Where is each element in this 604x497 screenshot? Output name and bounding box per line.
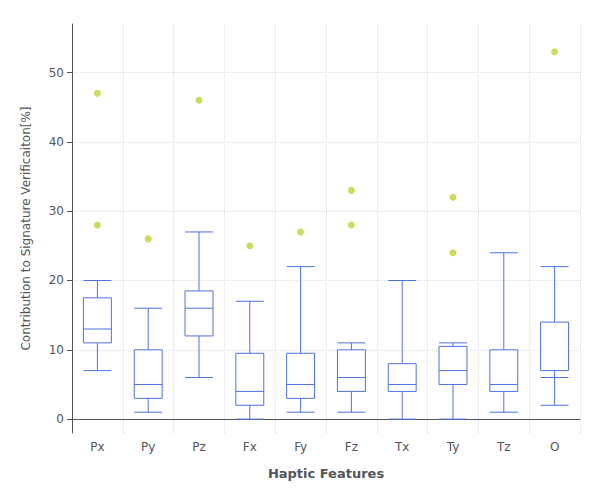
svg-text:Py: Py — [141, 440, 155, 454]
svg-text:30: 30 — [49, 204, 64, 218]
svg-text:10: 10 — [49, 343, 64, 357]
svg-text:Px: Px — [90, 440, 104, 454]
svg-text:Tz: Tz — [496, 440, 511, 454]
svg-text:Haptic Features: Haptic Features — [268, 466, 385, 481]
svg-text:Fx: Fx — [243, 440, 257, 454]
svg-text:Fy: Fy — [294, 440, 307, 454]
svg-text:50: 50 — [49, 66, 64, 80]
svg-text:Contribution to Signature Veri: Contribution to Signature Verificaiton[%… — [19, 106, 33, 350]
svg-text:40: 40 — [49, 135, 64, 149]
svg-text:0: 0 — [56, 412, 64, 426]
svg-text:Fz: Fz — [345, 440, 358, 454]
svg-text:Ty: Ty — [446, 440, 460, 454]
svg-text:20: 20 — [49, 273, 64, 287]
svg-text:Pz: Pz — [192, 440, 206, 454]
svg-text:Tx: Tx — [394, 440, 409, 454]
svg-text:O: O — [550, 440, 559, 454]
